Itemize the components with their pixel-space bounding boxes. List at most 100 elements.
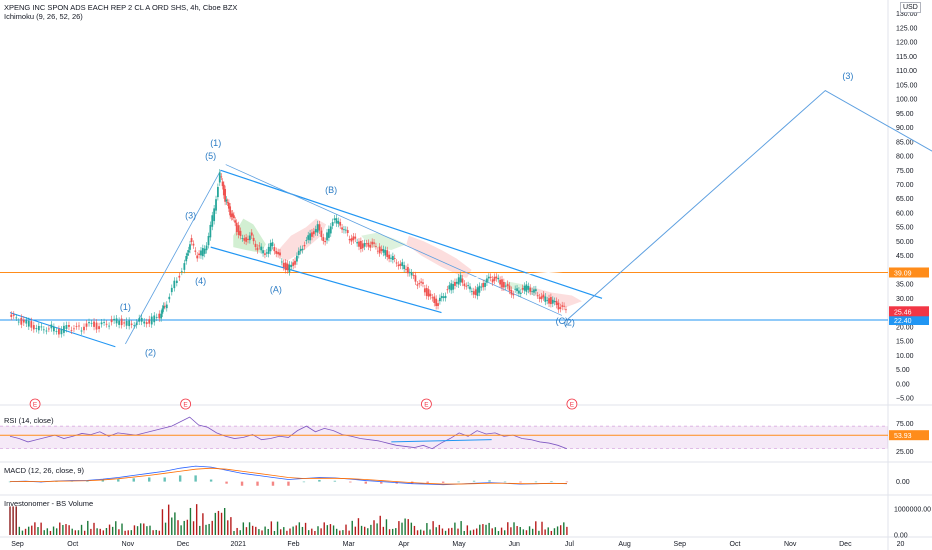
earnings-marker-label: E: [33, 402, 38, 409]
macd-histogram-bar: [163, 477, 166, 482]
volume-bar: [105, 528, 108, 535]
x-tick-label: Mar: [343, 541, 356, 548]
volume-bar: [255, 526, 257, 535]
volume-bar: [395, 528, 397, 535]
volume-bar: [99, 528, 101, 535]
volume-bar: [503, 530, 506, 535]
volume-bar: [102, 530, 105, 535]
volume-bar: [239, 530, 241, 535]
currency-badge[interactable]: USD: [900, 2, 921, 13]
price-tick-label: 5.00: [896, 367, 910, 374]
price-tick-label: 105.00: [896, 82, 918, 89]
volume-bar: [550, 530, 553, 535]
volume-bar: [31, 525, 33, 535]
volume-bar: [566, 526, 568, 535]
volume-bar: [342, 530, 344, 535]
macd-signal-line[interactable]: [9, 467, 567, 485]
volume-bar: [21, 530, 24, 535]
volume-bar: [139, 523, 142, 535]
macd-histogram-bar: [318, 479, 321, 482]
volume-bar: [186, 519, 189, 535]
volume-bar: [553, 528, 556, 535]
volume-bar: [391, 528, 394, 535]
volume-bar: [9, 506, 11, 535]
volume-bar: [55, 528, 58, 535]
macd-histogram-bar: [225, 481, 228, 484]
volume-bar: [80, 524, 83, 535]
rsi-trend-line[interactable]: [391, 439, 492, 443]
volume-bar: [500, 527, 503, 535]
channel-lower-line[interactable]: [210, 246, 442, 314]
volume-bar: [279, 529, 282, 535]
rsi-legend[interactable]: RSI (14, close): [4, 416, 54, 425]
wave-label: (2): [145, 347, 156, 357]
price-tick-label: 10.00: [896, 353, 914, 360]
earnings-marker[interactable]: [180, 398, 192, 410]
x-tick-label: Oct: [730, 541, 741, 548]
falling-wedge-upper[interactable]: [9, 312, 116, 348]
rsi-trend-placeholder[interactable]: [461, 269, 588, 279]
volume-bar: [463, 530, 465, 535]
earnings-marker[interactable]: [421, 398, 432, 410]
volume-bar: [195, 504, 198, 535]
volume-bar: [531, 528, 534, 535]
volume-bar: [314, 530, 316, 535]
price-tick-label: 70.00: [896, 182, 914, 189]
volume-bar: [34, 522, 36, 535]
volume-bar: [68, 525, 70, 535]
volume-bar: [217, 510, 220, 535]
volume-bar: [410, 522, 413, 535]
elliott-projection-path[interactable]: [566, 45, 932, 321]
impulse-wave-line[interactable]: [125, 170, 222, 345]
price-tick-label: 125.00: [896, 25, 918, 32]
volume-bar: [52, 526, 55, 535]
macd-histogram-bar: [86, 480, 89, 482]
volume-bar: [155, 529, 157, 535]
volume-bar: [345, 524, 347, 535]
volume-bar: [544, 529, 546, 535]
volume-bar: [270, 521, 273, 535]
volume-bar: [164, 522, 167, 535]
earnings-marker[interactable]: [29, 398, 41, 410]
volume-bar: [286, 530, 288, 535]
volume-bar: [189, 507, 192, 535]
volume-bar: [230, 517, 232, 535]
x-tick-label: Sep: [674, 541, 687, 548]
volume-bar: [367, 528, 369, 535]
macd-histogram-bar: [8, 481, 12, 483]
volume-bar: [376, 523, 378, 535]
rsi-line[interactable]: [9, 416, 568, 450]
volume-bar: [559, 525, 562, 535]
macd-histogram-bar: [240, 481, 244, 486]
candles[interactable]: [10, 169, 567, 338]
volume-bar: [143, 523, 145, 535]
volume-legend[interactable]: Investonomer - BS Volume: [4, 499, 94, 508]
ichimoku-legend[interactable]: Ichimoku (9, 26, 52, 26): [4, 12, 83, 21]
volume-bar: [401, 522, 403, 535]
volume-bar: [158, 530, 161, 535]
volume-bar: [528, 526, 531, 535]
last-price-label: 25.46: [894, 309, 912, 316]
macd-tick-label: 0.00: [896, 479, 910, 486]
wave-label: (3): [842, 71, 853, 81]
macd-legend[interactable]: MACD (12, 26, close, 9): [4, 466, 85, 475]
price-tick-label: 95.00: [896, 111, 914, 118]
volume-bar: [233, 531, 235, 535]
volume-bar: [295, 525, 297, 535]
volume-bar: [479, 524, 481, 535]
macd-line[interactable]: [9, 465, 567, 486]
volume-tick-label: 0.00: [894, 533, 908, 540]
inner-trend-line[interactable]: [225, 164, 563, 316]
channel-upper-line[interactable]: [220, 169, 603, 299]
volume-bar: [202, 513, 204, 535]
volume-bar: [220, 512, 223, 535]
earnings-marker[interactable]: [566, 398, 578, 410]
volume-bar: [261, 530, 263, 535]
volume-bar: [385, 519, 388, 535]
volume-bar: [472, 529, 475, 535]
volume-bar: [329, 524, 332, 535]
volume-tick-label: 1000000.00: [894, 507, 931, 514]
x-tick-label: Feb: [287, 541, 299, 548]
level-price-tag: [889, 267, 929, 278]
